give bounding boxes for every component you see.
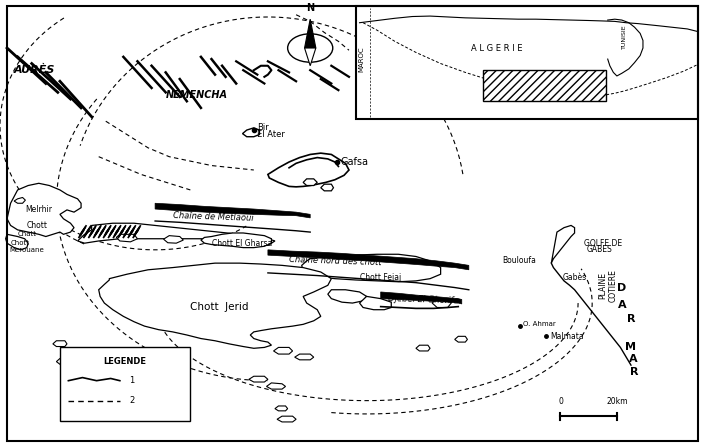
Text: Chott  Jerid: Chott Jerid <box>190 303 249 312</box>
Text: Bouloufa: Bouloufa <box>502 256 536 265</box>
Text: El Ater: El Ater <box>257 130 286 139</box>
Polygon shape <box>303 179 317 186</box>
Text: Chott: Chott <box>27 221 48 230</box>
Polygon shape <box>14 198 25 203</box>
Polygon shape <box>116 235 137 242</box>
Polygon shape <box>155 203 310 218</box>
Text: Bir: Bir <box>257 123 269 132</box>
Text: Gafsa: Gafsa <box>341 157 369 167</box>
Polygon shape <box>455 336 467 342</box>
Polygon shape <box>328 290 367 303</box>
Polygon shape <box>305 19 316 48</box>
Polygon shape <box>295 354 314 360</box>
Polygon shape <box>99 263 331 348</box>
Text: 1: 1 <box>129 376 134 385</box>
Text: AURÈS: AURÈS <box>14 65 56 75</box>
Text: GOLFE DE: GOLFE DE <box>584 239 622 248</box>
Polygon shape <box>277 416 296 422</box>
Polygon shape <box>249 376 268 382</box>
Polygon shape <box>274 348 293 354</box>
Text: Chaîne de Metlaoui: Chaîne de Metlaoui <box>173 210 254 222</box>
Polygon shape <box>7 183 81 237</box>
Polygon shape <box>432 299 451 307</box>
Text: NEMENCHA: NEMENCHA <box>166 89 228 100</box>
Polygon shape <box>56 359 70 364</box>
Text: PLAINE
COTIERE: PLAINE COTIERE <box>598 269 618 302</box>
Text: A L G E R I E: A L G E R I E <box>471 44 523 53</box>
Polygon shape <box>201 233 271 247</box>
Polygon shape <box>243 128 259 137</box>
Bar <box>356 6 698 119</box>
Text: Chaîne nord des chott: Chaîne nord des chott <box>289 255 382 267</box>
Polygon shape <box>302 254 441 282</box>
Polygon shape <box>305 48 316 66</box>
Bar <box>483 70 606 101</box>
Text: O. Ahmar: O. Ahmar <box>523 321 556 328</box>
Text: 20km: 20km <box>606 397 627 406</box>
Text: Melrhir: Melrhir <box>25 206 52 214</box>
Text: R: R <box>627 314 635 324</box>
Text: Chott Fejaj: Chott Fejaj <box>360 273 401 282</box>
Text: Chott: Chott <box>11 240 30 246</box>
Text: MAROC: MAROC <box>359 46 364 72</box>
Text: Chott El Gharsa: Chott El Gharsa <box>212 239 271 248</box>
Text: Malmata: Malmata <box>550 332 584 341</box>
Text: L Y B I E: L Y B I E <box>578 87 606 93</box>
Bar <box>60 348 190 421</box>
Polygon shape <box>551 226 575 263</box>
Text: Djebel El Ghorifa: Djebel El Ghorifa <box>388 294 459 305</box>
Text: El Oued: El Oued <box>140 389 178 399</box>
Polygon shape <box>360 296 391 310</box>
Text: Chatt: Chatt <box>18 231 37 237</box>
Text: A: A <box>618 300 626 310</box>
Polygon shape <box>268 153 349 187</box>
Text: M: M <box>625 342 637 352</box>
Text: N: N <box>306 3 314 12</box>
Polygon shape <box>381 292 462 304</box>
Text: TUNISIE: TUNISIE <box>622 24 627 49</box>
Text: 0: 0 <box>558 397 563 406</box>
Polygon shape <box>78 223 275 245</box>
Polygon shape <box>266 383 286 389</box>
Text: LEGENDE: LEGENDE <box>104 357 147 366</box>
Polygon shape <box>164 236 183 243</box>
Polygon shape <box>416 345 430 351</box>
Text: Merouane: Merouane <box>9 247 44 253</box>
Polygon shape <box>321 184 333 191</box>
Text: Gabès: Gabès <box>563 273 587 282</box>
Polygon shape <box>268 250 469 270</box>
Text: 2: 2 <box>129 396 134 405</box>
Text: D: D <box>617 283 627 292</box>
Polygon shape <box>275 406 288 411</box>
Text: R: R <box>630 367 638 377</box>
Polygon shape <box>6 235 28 250</box>
Polygon shape <box>53 341 67 347</box>
Text: A: A <box>629 353 637 364</box>
Text: GABES: GABES <box>587 245 613 255</box>
